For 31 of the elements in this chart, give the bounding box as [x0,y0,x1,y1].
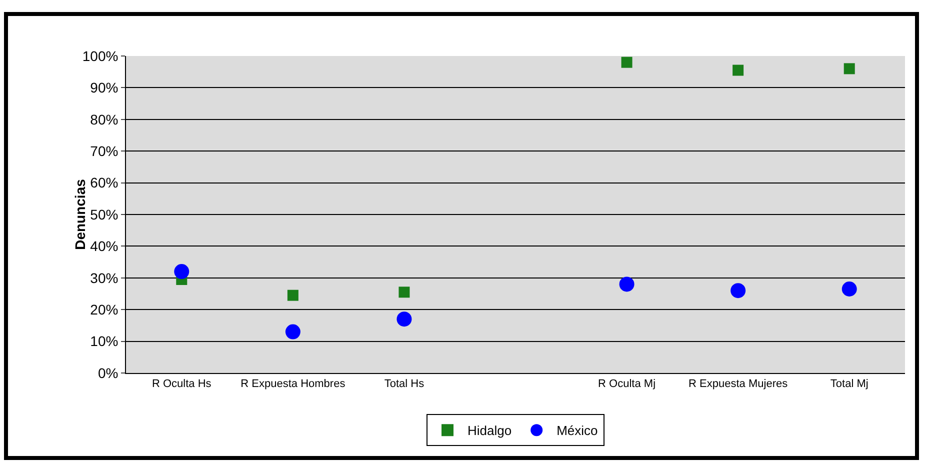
y-tick-label: 40% [90,238,118,254]
legend-label: Hidalgo [468,423,512,438]
y-tick-label: 60% [90,174,118,191]
y-tick-label: 0% [98,364,118,381]
point [396,312,412,327]
y-tick-label: 70% [90,143,118,159]
x-tick-label: Total Hs [384,378,425,390]
legend-label: México [556,423,598,438]
point [398,286,410,298]
x-tick-label: R Expuesta Hombres [240,378,346,390]
point [285,324,300,340]
y-tick-label: 100% [82,48,118,64]
point [287,290,298,301]
y-tick-label: 90% [90,80,118,96]
y-tick-label: 80% [90,111,118,128]
point [619,276,634,292]
y-tick-label: 20% [90,302,118,318]
point [844,63,855,74]
y-tick-label: 30% [90,270,118,286]
point [621,56,632,68]
point [732,64,744,76]
x-tick-label: R Expuesta Mujeres [688,378,788,390]
y-tick-label: 10% [90,333,118,350]
point [730,283,746,298]
y-tick-label: 50% [90,206,118,222]
x-tick-label: R Oculta Mj [598,378,656,390]
x-tick-label: R Oculta Hs [152,378,212,390]
y-axis-title: Denuncias [72,178,88,250]
x-tick-label: Total Mj [830,378,868,390]
point [842,282,857,296]
point [174,264,190,280]
